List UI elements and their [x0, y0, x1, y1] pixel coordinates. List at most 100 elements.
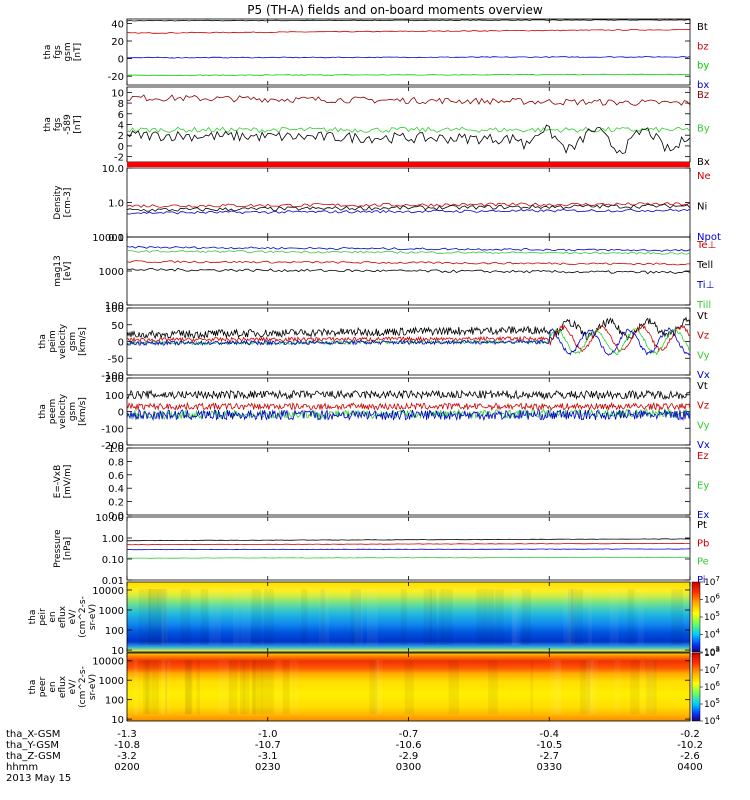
legend-Ni: Ni — [697, 202, 707, 213]
y-label-line: peim — [48, 330, 58, 353]
spectrogram-texture — [151, 659, 154, 715]
panel-temperature: 10000 1000 100 mag13 [eV] Te⊥ Tell Ti⊥ Till — [53, 233, 716, 312]
y-tick-label: 0.1 — [108, 233, 124, 244]
y-tick-label: 0.0 — [108, 511, 124, 522]
spectrogram-texture — [571, 589, 583, 645]
series-line-Bz — [126, 94, 691, 106]
series-line-bz — [127, 28, 691, 34]
y-label-line: velocity — [58, 323, 68, 359]
spectrogram-texture — [145, 659, 149, 715]
legend-Ne: Ne — [697, 171, 711, 182]
x-axis-value: 0200 — [114, 762, 139, 773]
spectrogram-texture — [282, 659, 290, 715]
series-line-Pt — [127, 538, 691, 542]
spectrogram-texture — [251, 589, 262, 645]
spectrogram-peir — [127, 582, 690, 652]
series-line-Bt — [126, 19, 690, 22]
spectrogram-peer — [127, 653, 690, 721]
spectrogram-texture — [289, 659, 299, 715]
spectrogram-texture — [138, 589, 151, 645]
y-tick-label: 0 — [118, 408, 124, 419]
legend-Ex: Ex — [697, 510, 709, 521]
y-label-line: Density — [53, 185, 63, 220]
y-label-line: -589 — [63, 114, 73, 135]
panel-pressure: 10.00 1.00 0.10 0.01 Pressure [nPa] Pt Pb Pe Pi — [53, 513, 709, 587]
spectrogram-texture — [637, 589, 645, 645]
x-axis-row-label: tha_Y-GSM — [6, 740, 59, 751]
y-tick-label: -50 — [108, 354, 124, 365]
legend-Till: Till — [696, 300, 711, 311]
spectrogram-texture — [511, 589, 521, 645]
spectrogram-texture — [162, 659, 171, 715]
colorbar-label: 107 — [704, 575, 720, 588]
panel-peem-vel: 200 100 0 -100 -200 tha peem velocity gsm [km/s] V… — [38, 374, 710, 452]
y-tick-label: 100 — [105, 696, 124, 707]
y-tick-label: 0.4 — [108, 484, 124, 495]
y-label-line: tha — [38, 334, 48, 349]
spectrogram-texture — [376, 659, 379, 715]
spectrogram-texture — [239, 659, 245, 715]
y-tick-label: 1.0 — [108, 199, 124, 210]
y-tick-label: 20 — [111, 37, 124, 48]
spectrogram-texture — [251, 659, 256, 715]
series-line-Vx — [126, 327, 691, 356]
spectrogram-texture — [442, 589, 453, 645]
legend-Ez: Ez — [697, 451, 709, 462]
y-axis-label: tha peer en eflux eV/(cm^2-s-sr-eV) — [28, 666, 98, 708]
y-tick-label: 1000 — [99, 676, 124, 687]
x-axis-value: -10.6 — [396, 740, 422, 751]
y-tick-label: 200 — [105, 374, 124, 385]
series-line-Bx — [126, 124, 691, 155]
series-line-by — [126, 73, 691, 77]
y-tick-label: 0 — [118, 142, 124, 153]
panel-frame — [126, 86, 691, 163]
y-label-line: peir — [38, 608, 48, 626]
legend-Ti⊥: Ti⊥ — [696, 280, 714, 291]
colorbar-label: 105 — [704, 697, 720, 710]
x-axis-value: -10.8 — [114, 740, 140, 751]
x-axis-value: -10.5 — [536, 740, 562, 751]
legend-Vt: Vt — [697, 381, 708, 392]
spectrogram-texture — [164, 659, 168, 715]
spectrogram-texture — [264, 589, 274, 645]
spectrogram-texture — [646, 659, 654, 715]
legend-Vz: Vz — [697, 331, 709, 342]
y-tick-label: -200 — [101, 441, 124, 452]
spectrogram-texture — [275, 659, 282, 715]
x-axis-value: -1.3 — [117, 729, 137, 740]
y-axis-label: mag13 [eV] — [53, 255, 73, 286]
spectrogram-texture — [200, 589, 209, 645]
y-label-line: [km/s] — [78, 397, 88, 426]
y-tick-label: 100 — [105, 304, 124, 315]
y-tick-label: 6 — [118, 110, 124, 121]
y-label-line: fgs — [53, 45, 63, 59]
x-axis-value: -0.7 — [399, 729, 419, 740]
spectrogram-texture — [423, 589, 432, 645]
spectrogram-texture — [586, 659, 599, 715]
series-line-Pe — [127, 556, 691, 559]
y-tick-label: 8 — [118, 99, 124, 110]
legend-Ey: Ey — [697, 481, 709, 492]
colorbar-label: 104 — [704, 628, 720, 641]
x-axis-value: 0330 — [537, 762, 562, 773]
spectrogram-texture — [495, 589, 504, 645]
x-axis-value: -10.7 — [255, 740, 281, 751]
y-label-line: [nT] — [73, 43, 83, 61]
y-tick-label: 0.01 — [102, 576, 124, 587]
legend-Vt: Vt — [697, 311, 708, 322]
x-axis-value: 0400 — [677, 762, 702, 773]
y-label-line: velocity — [58, 393, 68, 429]
y-tick-label: 2 — [118, 131, 124, 142]
y-axis-label: E=-VxB [mV/m] — [53, 465, 73, 499]
panel-frame — [126, 447, 691, 516]
spectrogram-texture — [320, 589, 325, 645]
y-label-line: [nPa] — [63, 537, 73, 560]
y-axis-label: Pressure [nPa] — [53, 529, 73, 568]
y-label-line: eV/ — [68, 609, 78, 625]
spectrogram-texture — [530, 659, 534, 715]
legend-Vy: Vy — [697, 420, 710, 431]
spectrogram-texture — [640, 659, 646, 715]
y-label-line: eflux — [58, 675, 68, 698]
spectrogram-texture — [614, 659, 621, 715]
